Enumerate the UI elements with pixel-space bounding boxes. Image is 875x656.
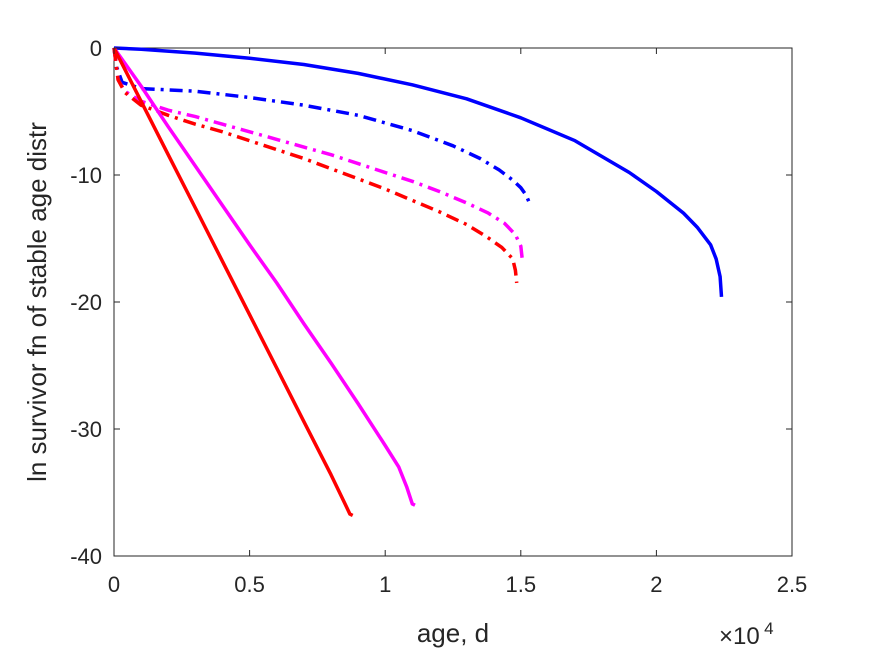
x-axis-multiplier: ×10 4 (719, 619, 774, 650)
series-line-6 (112, 47, 354, 517)
x-multiplier-exponent: 4 (764, 619, 773, 638)
y-tick-label: -40 (70, 544, 102, 569)
series-line-1 (113, 46, 724, 298)
series-line-5 (112, 46, 416, 507)
y-tick-label: 0 (90, 36, 102, 61)
x-tick-label: 0.5 (234, 572, 265, 597)
axes-box (113, 47, 793, 557)
plot-area (112, 46, 793, 557)
x-multiplier-base: ×10 (719, 623, 760, 650)
series-line-3 (112, 47, 524, 259)
y-axis-ticks: 0 -10 -20 -30 -40 (70, 36, 792, 569)
x-tick-label: 0 (108, 572, 120, 597)
x-tick-label: 2 (650, 572, 662, 597)
x-tick-label: 2.5 (777, 572, 808, 597)
series-layer (112, 46, 724, 517)
x-tick-label: 1 (379, 572, 391, 597)
series-line-4 (112, 47, 519, 284)
y-axis-label: ln survivor fn of stable age distr (22, 122, 52, 482)
x-axis-label: age, d (417, 618, 489, 648)
x-axis-ticks: 0 0.5 1 1.5 2 2.5 (108, 48, 807, 597)
y-tick-label: -10 (70, 163, 102, 188)
y-tick-label: -30 (70, 417, 102, 442)
x-tick-label: 1.5 (506, 572, 537, 597)
y-tick-label: -20 (70, 290, 102, 315)
